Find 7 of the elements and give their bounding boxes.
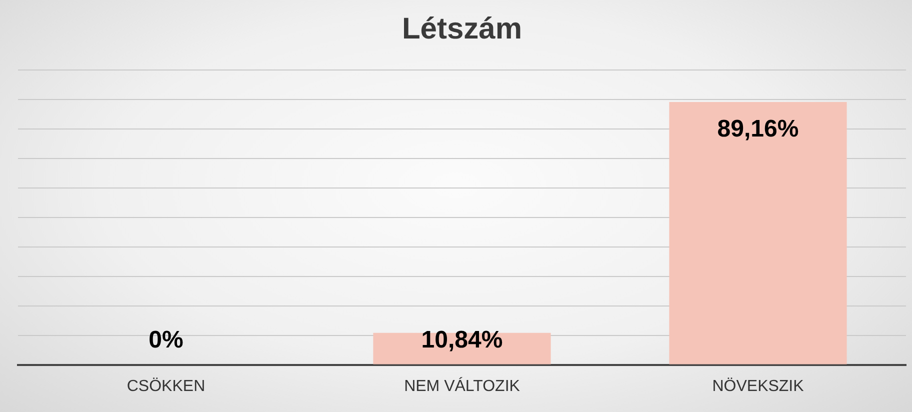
data-label: 0% [148, 326, 184, 354]
x-tick-label: NEM VÁLTOZIK [404, 376, 520, 395]
x-tick-label: CSÖKKEN [126, 376, 206, 395]
x-tick-label: NÖVEKSZIK [712, 376, 804, 395]
data-label: 10,84% [421, 326, 503, 354]
chart-title: Létszám [402, 12, 522, 46]
data-label: 89,16% [717, 116, 799, 143]
